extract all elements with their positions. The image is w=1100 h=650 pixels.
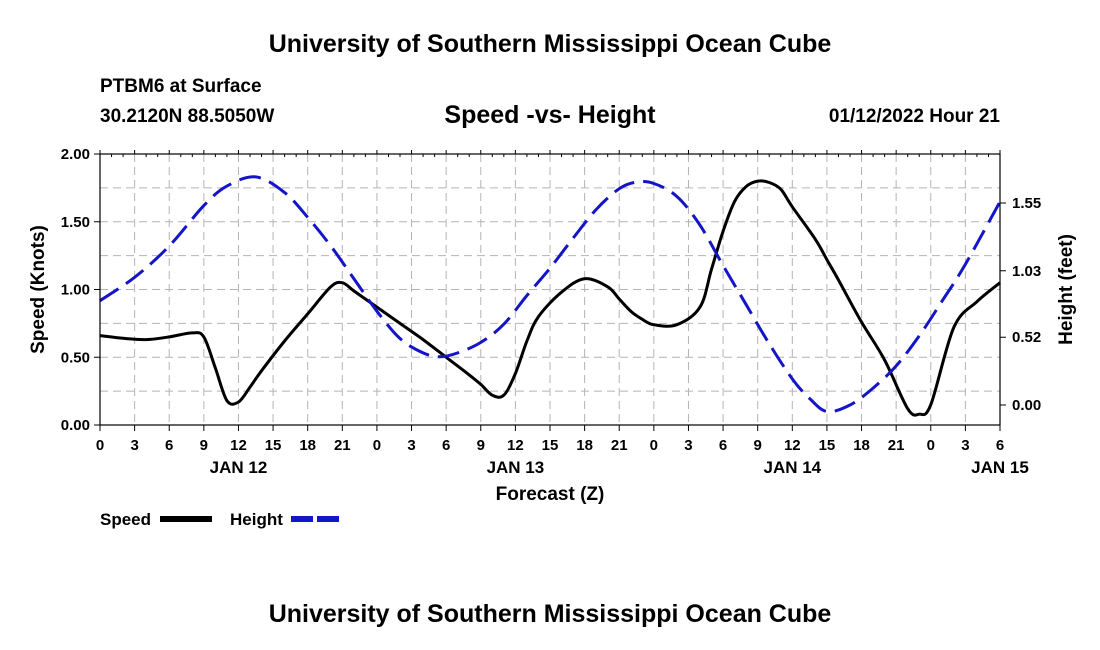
x-tick-label: 6 <box>442 437 450 454</box>
coordinates-label: 30.2120N 88.5050W <box>100 106 275 127</box>
x-tick-label: 12 <box>784 437 801 454</box>
grid-lines <box>100 154 1000 425</box>
x-tick-label: 18 <box>299 437 316 454</box>
series-layer <box>99 175 1002 417</box>
y-left-axis-title: Speed (Knots) <box>28 225 49 354</box>
axes: 0 3 6 9 12 15 18 21 0 3 6 9 12 15 18 21 0 3 6 9 12 15 18 21 0 3 6 J… <box>28 146 1077 505</box>
day-label: JAN 14 <box>763 458 821 477</box>
x-tick-label: 6 <box>996 437 1004 454</box>
x-tick-label: 0 <box>927 437 935 454</box>
main-title: University of Southern Mississippi Ocean… <box>268 30 832 58</box>
x-tick-label: 3 <box>130 437 138 454</box>
x-tick-label: 3 <box>407 437 415 454</box>
day-label: JAN 13 <box>487 458 545 477</box>
x-tick-label: 6 <box>165 437 173 454</box>
x-tick-label: 9 <box>754 437 762 454</box>
day-label: JAN 12 <box>210 458 268 477</box>
x-tick-label: 21 <box>888 437 905 454</box>
x-tick-label: 15 <box>265 437 282 454</box>
station-label: PTBM6 at Surface <box>100 76 262 97</box>
x-tick-label: 0 <box>373 437 381 454</box>
x-tick-label: 9 <box>477 437 485 454</box>
x-tick-label: 15 <box>542 437 559 454</box>
forecast-datetime: 01/12/2022 Hour 21 <box>828 106 1000 127</box>
x-tick-label: 21 <box>334 437 351 454</box>
x-tick-label: 6 <box>719 437 727 454</box>
x-tick-label: 18 <box>853 437 870 454</box>
x-tick-label: 3 <box>961 437 969 454</box>
x-tick-label: 12 <box>230 437 247 454</box>
footer-title: University of Southern Mississippi Ocean… <box>268 600 832 628</box>
y-right-axis-title: Height (feet) <box>1056 234 1077 345</box>
y-left-tick-label: 1.00 <box>61 282 90 299</box>
y-left-tick-label: 2.00 <box>61 146 90 163</box>
chart-subtitle: Speed -vs- Height <box>444 101 656 129</box>
legend: Speed Height <box>100 510 343 529</box>
x-tick-label: 21 <box>611 437 628 454</box>
x-tick-label: 0 <box>96 437 104 454</box>
x-tick-label: 9 <box>200 437 208 454</box>
y-left-tick-label: 0.50 <box>61 349 90 366</box>
y-left-tick-label: 1.50 <box>61 214 90 231</box>
legend-label-height: Height <box>230 510 283 529</box>
y-right-tick-label: 0.52 <box>1012 329 1041 346</box>
y-right-tick-label: 0.00 <box>1012 397 1041 414</box>
x-tick-label: 15 <box>819 437 836 454</box>
speed-series-line <box>99 179 1001 417</box>
legend-label-speed: Speed <box>100 510 151 529</box>
x-tick-label: 12 <box>507 437 524 454</box>
day-label: JAN 15 <box>971 458 1029 477</box>
x-tick-label: 18 <box>576 437 593 454</box>
y-right-tick-label: 1.03 <box>1012 263 1041 280</box>
x-tick-label: 0 <box>650 437 658 454</box>
y-left-tick-label: 0.00 <box>61 417 90 434</box>
x-axis-title: Forecast (Z) <box>496 484 605 505</box>
y-right-tick-label: 1.55 <box>1012 195 1041 212</box>
height-series-line <box>99 175 1002 414</box>
x-tick-label: 3 <box>684 437 692 454</box>
